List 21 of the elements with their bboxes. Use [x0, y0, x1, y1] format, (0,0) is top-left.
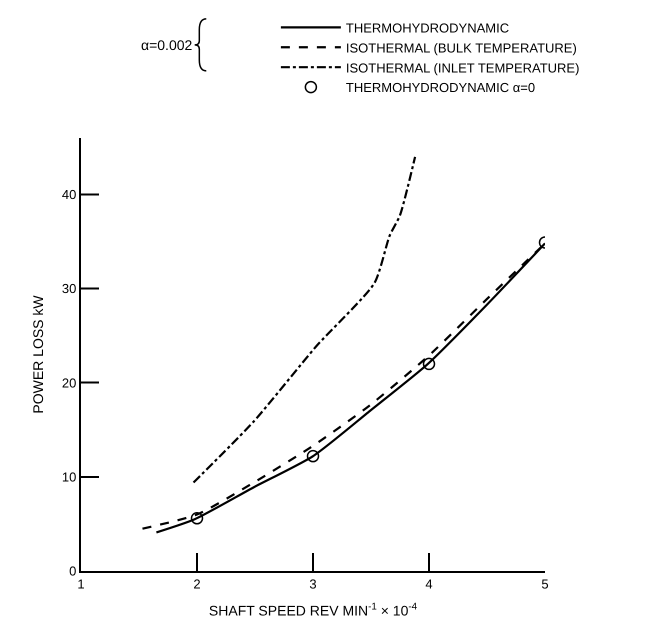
line-series	[192, 156, 416, 484]
y-tick-label: 0	[69, 564, 76, 579]
y-tick-label: 30	[62, 281, 76, 296]
x-tick-label: 3	[309, 576, 317, 592]
point	[190, 512, 204, 525]
y-tick-label: 10	[62, 469, 76, 484]
legend-label: THERMOHYDRODYNAMIC	[346, 20, 510, 36]
y-tick-label: 20	[62, 375, 76, 390]
text: α=0.002	[141, 37, 193, 53]
y-axis-title: POWER LOSS kW	[30, 294, 46, 414]
x-tick-label: 2	[193, 576, 201, 592]
x-tick-label: 1	[77, 576, 85, 592]
legend-label: ISOTHERMAL (INLET TEMPERATURE)	[346, 60, 580, 76]
x-tick-label: 4	[425, 576, 433, 592]
y-tick-label: 40	[62, 187, 76, 202]
point	[306, 450, 320, 462]
x-tick-label: 5	[541, 576, 549, 592]
legend-label: THERMOHYDRODYNAMIC α=0	[346, 80, 536, 96]
legend-label: ISOTHERMAL (BULK TEMPERATURE)	[346, 40, 577, 56]
x-axis-title: SHAFT SPEED REV MIN$^{-1}$ × 10$^{-4}$	[208, 602, 418, 618]
point	[422, 358, 436, 370]
